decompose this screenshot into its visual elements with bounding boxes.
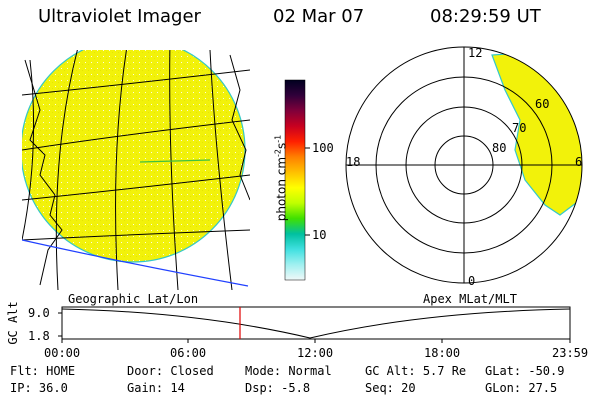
mlt-label-6: 6 bbox=[575, 155, 583, 169]
unit-main: photon cm bbox=[274, 156, 289, 222]
geographic-panel-label: Geographic Lat/Lon bbox=[68, 292, 199, 306]
uv-image-disk bbox=[22, 50, 246, 263]
unit-sup-cm: -2 bbox=[273, 148, 283, 157]
lat-label-80: 80 bbox=[492, 141, 507, 155]
colorbar-unit-label: photon cm-2s-1 bbox=[274, 135, 289, 222]
status-door-value: Closed bbox=[170, 364, 214, 378]
status-gcalt-value: 5.7 Re bbox=[422, 364, 467, 378]
colorbar-tick-10: 10 bbox=[312, 228, 327, 242]
altitude-curve bbox=[61, 308, 571, 339]
status-seq-label: Seq: bbox=[365, 381, 394, 395]
altitude-x-tick-4: 23:59 bbox=[552, 346, 589, 360]
altitude-y-tick-high: 9.0 bbox=[28, 306, 50, 320]
status-flt-label: Flt: bbox=[10, 364, 39, 378]
altitude-plot bbox=[58, 306, 571, 343]
lat-label-60: 60 bbox=[535, 97, 550, 111]
status-gain: Gain: 14 bbox=[127, 381, 185, 395]
status-dsp-label: Dsp: bbox=[245, 381, 274, 395]
polar-mlt-panel bbox=[345, 46, 583, 284]
date-label: 02 Mar 07 bbox=[273, 6, 365, 27]
equator-trace bbox=[139, 159, 211, 163]
polar-uv-region bbox=[491, 51, 582, 216]
altitude-x-tick-3: 18:00 bbox=[424, 346, 461, 360]
altitude-axis-label: GC Alt bbox=[6, 301, 20, 345]
colorbar bbox=[284, 79, 310, 281]
status-mode-value: Normal bbox=[288, 364, 332, 378]
status-ip-label: IP: bbox=[10, 381, 32, 395]
status-flt: Flt: HOME bbox=[10, 364, 75, 378]
geographic-map-panel bbox=[22, 50, 250, 290]
status-mode-label: Mode: bbox=[245, 364, 282, 378]
status-gain-label: Gain: bbox=[127, 381, 164, 395]
status-gain-value: 14 bbox=[170, 381, 185, 395]
status-ip: IP: 36.0 bbox=[10, 381, 68, 395]
status-flt-value: HOME bbox=[46, 364, 76, 378]
lat-label-70: 70 bbox=[512, 121, 527, 135]
altitude-plot-frame bbox=[61, 306, 571, 340]
status-glat: GLat: -50.9 bbox=[485, 364, 564, 378]
colorbar-scale bbox=[284, 79, 306, 281]
status-dsp-value: -5.8 bbox=[281, 381, 311, 395]
mlt-label-0: 0 bbox=[468, 274, 476, 288]
altitude-y-tick-low: 1.8 bbox=[28, 329, 50, 343]
status-glon-value: 27.5 bbox=[528, 381, 558, 395]
polar-panel-label: Apex MLat/MLT bbox=[423, 292, 517, 306]
mlt-label-12: 12 bbox=[468, 46, 483, 60]
status-glat-value: -50.9 bbox=[528, 364, 565, 378]
status-ip-value: 36.0 bbox=[38, 381, 68, 395]
time-label: 08:29:59 UT bbox=[430, 6, 541, 27]
colorbar-tick-100: 100 bbox=[312, 141, 334, 155]
altitude-x-tick-0: 00:00 bbox=[44, 346, 81, 360]
status-door: Door: Closed bbox=[127, 364, 214, 378]
status-mode: Mode: Normal bbox=[245, 364, 332, 378]
altitude-x-tick-2: 12:00 bbox=[297, 346, 334, 360]
status-glat-label: GLat: bbox=[485, 364, 522, 378]
mlt-label-18: 18 bbox=[346, 155, 361, 169]
unit-s: s bbox=[274, 142, 289, 149]
status-dsp: Dsp: -5.8 bbox=[245, 381, 310, 395]
terminator-line bbox=[22, 239, 249, 287]
status-seq-value: 20 bbox=[401, 381, 416, 395]
status-gcalt: GC Alt: 5.7 Re bbox=[365, 364, 466, 378]
status-glon-label: GLon: bbox=[485, 381, 522, 395]
instrument-title: Ultraviolet Imager bbox=[38, 6, 201, 27]
status-door-label: Door: bbox=[127, 364, 164, 378]
unit-sup-s: -1 bbox=[273, 134, 283, 143]
altitude-x-tick-1: 06:00 bbox=[170, 346, 207, 360]
status-seq: Seq: 20 bbox=[365, 381, 416, 395]
status-gcalt-label: GC Alt: bbox=[365, 364, 416, 378]
status-glon: GLon: 27.5 bbox=[485, 381, 557, 395]
map-grid-lines bbox=[22, 50, 250, 290]
coastline bbox=[24, 54, 250, 286]
